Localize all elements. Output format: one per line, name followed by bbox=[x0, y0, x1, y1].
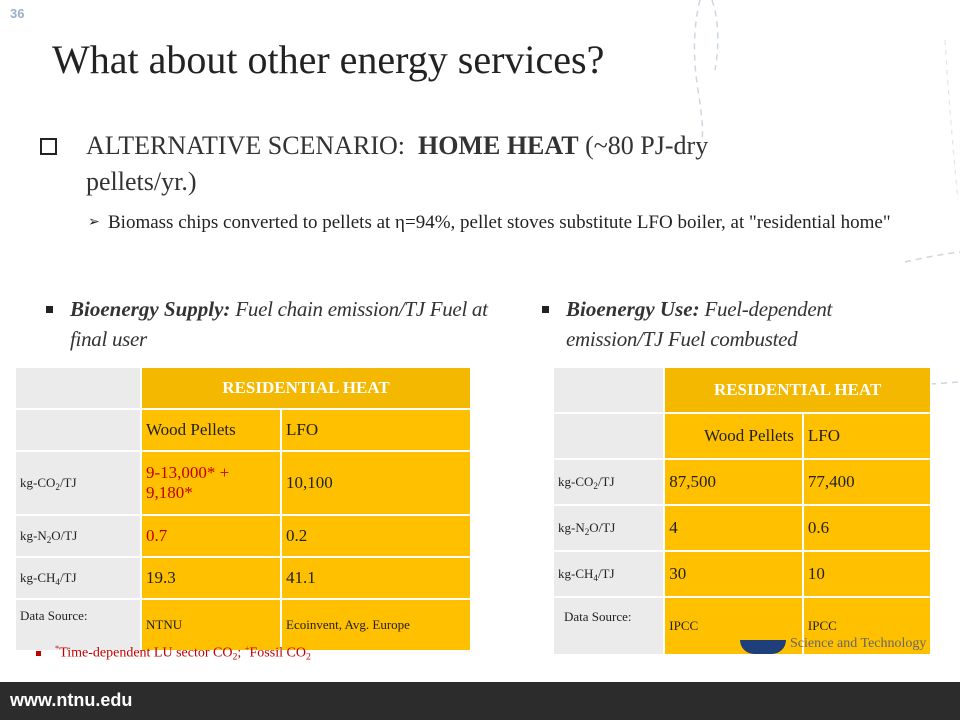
square-bullet-icon bbox=[542, 306, 549, 313]
row-label: Data Source: bbox=[16, 600, 140, 650]
left-column-heading: Bioenergy Supply: Fuel chain emission/TJ… bbox=[46, 294, 520, 354]
cell-value: Ecoinvent, Avg. Europe bbox=[282, 600, 470, 650]
row-label: Data Source: bbox=[554, 598, 664, 654]
right-emissions-table: RESIDENTIAL HEAT Wood Pellets LFO kg-CO2… bbox=[552, 366, 932, 656]
table-corner bbox=[554, 368, 664, 412]
logo-text: Science and Technology bbox=[790, 636, 927, 651]
footer-bar: www.ntnu.edu bbox=[0, 682, 960, 720]
main-bullet-suffix: (~80 PJ-dry bbox=[578, 131, 709, 160]
table-row: kg-CO2/TJ 9-13,000* + 9,180* 10,100 bbox=[16, 452, 470, 514]
checkbox-bullet-icon bbox=[40, 138, 57, 155]
cell-value: 0.7 bbox=[142, 516, 280, 556]
footnote-sub: 2 bbox=[232, 651, 238, 663]
right-heading-bold: Bioenergy Use: bbox=[566, 297, 700, 321]
col-header-wood-pellets: Wood Pellets bbox=[665, 414, 802, 458]
row-label: kg-CO2/TJ bbox=[554, 460, 664, 504]
table-header: RESIDENTIAL HEAT bbox=[665, 368, 930, 412]
logo-mark bbox=[740, 640, 786, 654]
row-label: kg-N2O/TJ bbox=[554, 506, 664, 550]
table-row: Data Source: NTNU Ecoinvent, Avg. Europe bbox=[16, 600, 470, 650]
col-header-lfo: LFO bbox=[282, 410, 470, 450]
sub-bullet-text: Biomass chips converted to pellets at η=… bbox=[108, 212, 891, 233]
slide-number: 36 bbox=[10, 6, 25, 21]
cell-value: 19.3 bbox=[142, 558, 280, 598]
main-bullet-bold: HOME HEAT bbox=[417, 131, 579, 160]
cell-value: 30 bbox=[665, 552, 802, 596]
table-row: kg-CH4/TJ 30 10 bbox=[554, 552, 930, 596]
footnote-marker: * bbox=[55, 644, 60, 653]
table-row: kg-N2O/TJ 0.7 0.2 bbox=[16, 516, 470, 556]
footnote-sub: 2 bbox=[305, 651, 311, 663]
cell-value: 0.2 bbox=[282, 516, 470, 556]
right-column-heading: Bioenergy Use: Fuel-dependent emission/T… bbox=[542, 294, 926, 354]
cell-value: 41.1 bbox=[282, 558, 470, 598]
footer-url[interactable]: www.ntnu.edu bbox=[10, 690, 133, 710]
cell-value: 87,500 bbox=[665, 460, 802, 504]
cell-value: IPCC bbox=[803, 598, 930, 654]
table-corner bbox=[16, 410, 140, 450]
col-header-wood-pellets: Wood Pellets bbox=[142, 410, 280, 450]
row-label: kg-CH4/TJ bbox=[554, 552, 664, 596]
cell-value: 10 bbox=[803, 552, 930, 596]
row-label: kg-CH4/TJ bbox=[16, 558, 140, 598]
cell-value: 77,400 bbox=[803, 460, 930, 504]
sub-bullet: ➢ Biomass chips converted to pellets at … bbox=[88, 210, 898, 235]
right-heading-rest: Fuel-dependent emission/TJ Fuel combuste… bbox=[566, 297, 833, 351]
slide-title: What about other energy services? bbox=[52, 37, 605, 82]
main-bullet-line2: pellets/yr.) bbox=[86, 167, 197, 196]
left-emissions-table: RESIDENTIAL HEAT Wood Pellets LFO kg-CO2… bbox=[14, 366, 472, 652]
row-label: kg-N2O/TJ bbox=[16, 516, 140, 556]
square-bullet-icon bbox=[36, 650, 41, 656]
cell-value: 4 bbox=[665, 506, 802, 550]
main-bullet-prefix: ALTERNATIVE SCENARIO: bbox=[86, 131, 418, 160]
square-bullet-icon bbox=[46, 306, 53, 313]
cell-value: NTNU bbox=[142, 600, 280, 650]
cell-value: 0.6 bbox=[803, 506, 930, 550]
table-corner bbox=[554, 414, 664, 458]
footnote: *Time-dependent LU sector CO2; +Fossil C… bbox=[36, 644, 311, 663]
table-corner bbox=[16, 368, 140, 408]
table-row: kg-CH4/TJ 19.3 41.1 bbox=[16, 558, 470, 598]
table-header: RESIDENTIAL HEAT bbox=[142, 368, 470, 408]
left-heading-bold: Bioenergy Supply: bbox=[70, 297, 231, 321]
main-bullet-line1: ALTERNATIVE SCENARIO: HOME HEAT (~80 PJ-… bbox=[40, 128, 900, 164]
footnote-sep: ; bbox=[237, 645, 245, 661]
footnote-text: Time-dependent LU sector CO bbox=[59, 645, 233, 661]
cell-value: 10,100 bbox=[282, 452, 470, 514]
footnote-text: Fossil CO bbox=[249, 645, 306, 661]
table-row: kg-CO2/TJ 87,500 77,400 bbox=[554, 460, 930, 504]
row-label: kg-CO2/TJ bbox=[16, 452, 140, 514]
cell-value: 9-13,000* + 9,180* bbox=[142, 452, 280, 514]
main-bullet: ALTERNATIVE SCENARIO: HOME HEAT (~80 PJ-… bbox=[40, 128, 900, 200]
table-row: kg-N2O/TJ 4 0.6 bbox=[554, 506, 930, 550]
left-heading-rest: Fuel chain emission/TJ Fuel at final use… bbox=[70, 297, 488, 351]
col-header-lfo: LFO bbox=[803, 414, 930, 458]
arrow-bullet-icon: ➢ bbox=[88, 214, 100, 230]
footnote-marker: + bbox=[244, 644, 250, 653]
table-row: Data Source: IPCC IPCC bbox=[554, 598, 930, 654]
